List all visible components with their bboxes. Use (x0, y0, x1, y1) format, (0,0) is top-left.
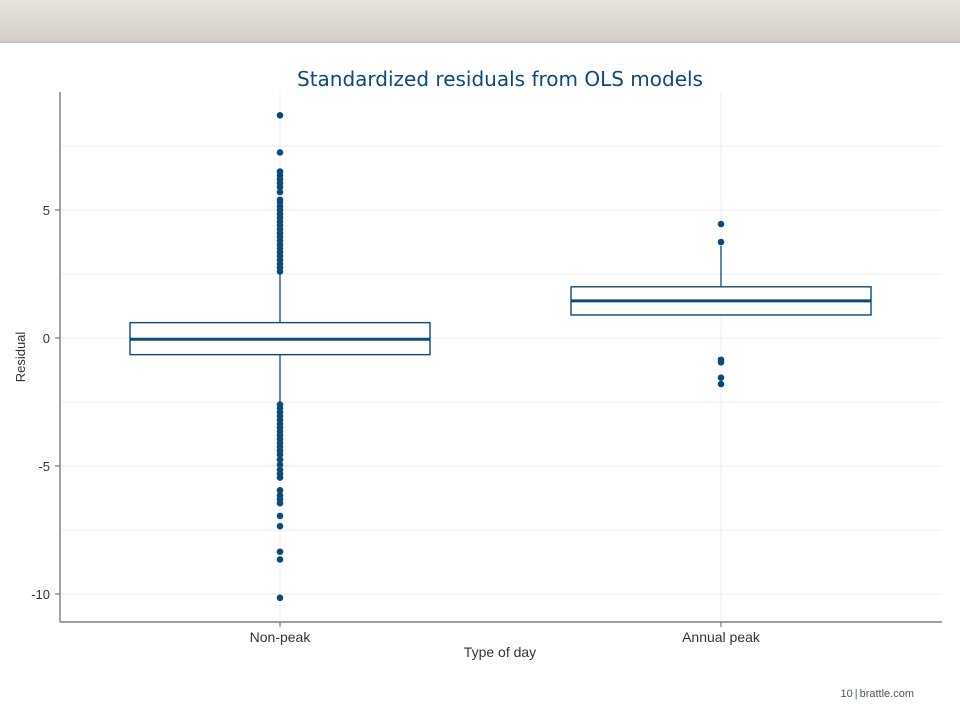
x-tick-label: Annual peak (682, 629, 761, 645)
gridlines (61, 92, 942, 621)
top-banner (0, 0, 960, 43)
outlier-point (276, 111, 284, 119)
outlier-point (717, 238, 725, 246)
outlier-point (276, 548, 284, 556)
footer-site: brattle.com (859, 688, 914, 700)
x-ticks: Non-peak Annual peak (250, 622, 761, 645)
outlier-point (276, 499, 284, 507)
outlier-point (717, 220, 725, 228)
outlier-point (276, 556, 284, 563)
outlier-point (276, 149, 284, 156)
outlier-point (717, 374, 725, 381)
outlier-point (717, 359, 725, 366)
page-number: 10 (840, 688, 853, 700)
y-tick-label: -5 (38, 459, 50, 474)
box-annual-peak (570, 220, 872, 388)
y-axis-label: Residual (13, 332, 28, 383)
x-tick-label: Non-peak (250, 629, 312, 645)
y-tick-label: -10 (31, 587, 50, 602)
outlier-point (276, 183, 284, 191)
outlier-point (276, 451, 284, 458)
outlier-point (276, 512, 284, 520)
outlier-point (717, 380, 725, 388)
outlier-point (276, 461, 284, 469)
outlier-point (276, 594, 284, 602)
outlier-point (276, 456, 284, 463)
footer-separator: | (854, 688, 858, 700)
slide-footer: 10 | brattle.com (840, 688, 914, 700)
outlier-point (276, 188, 284, 196)
boxes (129, 111, 872, 602)
outlier-point (276, 522, 284, 530)
y-tick-label: 0 (43, 331, 50, 346)
y-tick-label: 5 (43, 203, 50, 218)
y-ticks: -10 -5 0 5 (31, 203, 60, 602)
outlier-point (276, 487, 284, 494)
chart-title: Standardized residuals from OLS models (297, 67, 703, 91)
x-axis-label: Type of day (464, 644, 536, 660)
outlier-point (276, 474, 284, 481)
outlier-point (276, 268, 284, 275)
box-non-peak (129, 111, 431, 602)
